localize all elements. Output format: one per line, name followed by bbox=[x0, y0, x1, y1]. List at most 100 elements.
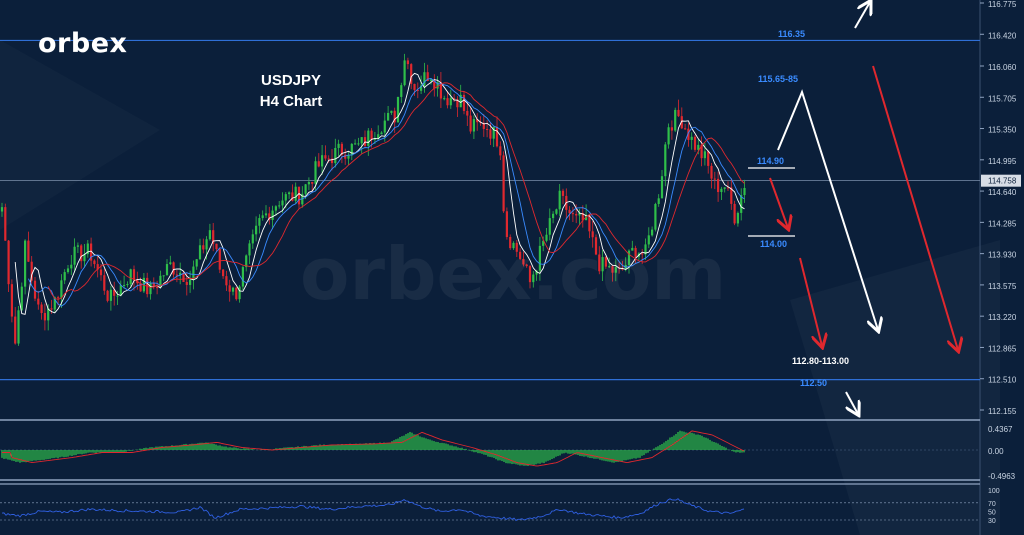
candle-body bbox=[581, 212, 584, 221]
candle-body bbox=[222, 269, 225, 277]
candle-body bbox=[568, 209, 571, 214]
rsi-axis-label: 50 bbox=[988, 509, 996, 516]
candle-body bbox=[7, 240, 10, 285]
candle-body bbox=[377, 134, 380, 139]
candle-body bbox=[479, 122, 482, 124]
candle-body bbox=[185, 281, 188, 285]
candle-body bbox=[697, 144, 700, 150]
candle-body bbox=[156, 287, 159, 289]
candle-body bbox=[594, 237, 598, 255]
candle-body bbox=[641, 253, 644, 255]
candle-body bbox=[406, 60, 409, 65]
arrow-white-main bbox=[777, 89, 878, 330]
candle-body bbox=[321, 155, 324, 167]
candle-body bbox=[4, 207, 7, 241]
candle-body bbox=[113, 289, 116, 296]
candle-body bbox=[522, 258, 525, 265]
level-label-resistance: 116.35 bbox=[778, 29, 805, 39]
candle-body bbox=[370, 130, 373, 140]
candle-body bbox=[519, 251, 522, 259]
candle-body bbox=[436, 82, 439, 89]
price-axis-label: 116.060 bbox=[988, 63, 1017, 72]
current-price-label: 114.758 bbox=[988, 177, 1017, 186]
candle-body bbox=[396, 96, 400, 123]
candle-body bbox=[723, 187, 726, 189]
candle-body bbox=[703, 151, 706, 159]
candle-body bbox=[264, 213, 268, 216]
candle-body bbox=[495, 126, 499, 147]
level-label-support: 112.50 bbox=[800, 378, 827, 388]
rsi-line bbox=[1, 498, 745, 522]
chart-title: USDJPY H4 Chart bbox=[236, 70, 346, 112]
candle-body bbox=[66, 268, 70, 273]
candle-body bbox=[96, 264, 99, 270]
candle-body bbox=[307, 182, 310, 185]
candle-body bbox=[255, 225, 258, 235]
candle-body bbox=[627, 250, 631, 265]
candle-body bbox=[304, 184, 307, 194]
candle-body bbox=[505, 211, 508, 237]
price-axis-label: 114.640 bbox=[988, 188, 1017, 197]
price-axis-label: 115.705 bbox=[988, 94, 1017, 103]
watermark: orbex.com bbox=[300, 232, 727, 316]
candle-body bbox=[215, 243, 218, 250]
candle-body bbox=[677, 109, 680, 117]
candle-body bbox=[294, 186, 297, 201]
candle-body bbox=[400, 85, 403, 97]
chart-title-timeframe: H4 Chart bbox=[259, 93, 323, 110]
candle-body bbox=[311, 182, 314, 184]
level-label-support-minor: 114.00 bbox=[760, 239, 787, 249]
candle-body bbox=[476, 119, 479, 123]
candle-body bbox=[212, 230, 215, 244]
candle-body bbox=[472, 119, 475, 132]
candle-body bbox=[324, 155, 327, 159]
candle-body bbox=[726, 187, 730, 189]
candle-body bbox=[360, 137, 363, 144]
candle-body bbox=[344, 154, 347, 159]
candle-body bbox=[733, 203, 736, 224]
candle-body bbox=[149, 283, 152, 295]
candle-body bbox=[598, 254, 601, 272]
orbex-logo: orbex bbox=[38, 28, 128, 59]
price-axis-label: 113.220 bbox=[988, 313, 1017, 322]
candle-body bbox=[740, 195, 743, 213]
candle-body bbox=[60, 280, 63, 298]
candle-body bbox=[426, 72, 429, 82]
candle-body bbox=[512, 242, 515, 249]
candle-body bbox=[189, 279, 192, 285]
price-axis-label: 115.350 bbox=[988, 126, 1017, 135]
ma-fast-line bbox=[14, 72, 745, 315]
candle-body bbox=[433, 79, 436, 89]
candle-body bbox=[119, 285, 122, 296]
candle-body bbox=[403, 60, 406, 86]
candle-body bbox=[535, 270, 538, 275]
candle-body bbox=[469, 115, 472, 132]
candle-body bbox=[251, 234, 254, 244]
candle-body bbox=[439, 82, 442, 99]
candle-body bbox=[387, 112, 390, 121]
candle-body bbox=[126, 284, 129, 286]
candle-body bbox=[231, 287, 235, 292]
candle-body bbox=[198, 245, 202, 260]
candle-body bbox=[261, 215, 264, 219]
candle-body bbox=[548, 218, 551, 235]
level-label-resistance-minor: 114.90 bbox=[757, 156, 784, 166]
candle-body bbox=[43, 313, 46, 321]
candle-body bbox=[664, 144, 667, 177]
candle-body bbox=[660, 176, 664, 199]
candle-body bbox=[73, 246, 76, 265]
candle-body bbox=[736, 212, 739, 224]
candle-body bbox=[657, 198, 660, 204]
candle-body bbox=[129, 269, 132, 285]
candle-body bbox=[604, 257, 607, 267]
candle-body bbox=[317, 161, 320, 167]
rsi-axis-label: 30 bbox=[988, 518, 996, 525]
candle-body bbox=[542, 240, 545, 246]
candle-body bbox=[558, 190, 561, 210]
candle-body bbox=[0, 207, 4, 212]
candle-body bbox=[330, 158, 334, 164]
candle-body bbox=[687, 128, 690, 140]
price-axis-label: 112.510 bbox=[988, 376, 1017, 385]
candle-body bbox=[195, 259, 198, 267]
